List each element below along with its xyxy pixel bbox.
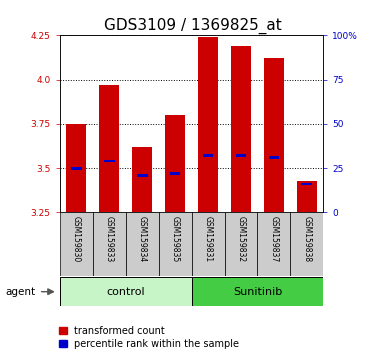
Bar xyxy=(191,277,323,306)
Bar xyxy=(203,154,213,157)
Legend: transformed count, percentile rank within the sample: transformed count, percentile rank withi… xyxy=(59,326,239,349)
Text: control: control xyxy=(106,287,145,297)
Bar xyxy=(165,115,185,212)
Bar xyxy=(231,46,251,212)
Bar xyxy=(60,277,191,306)
Bar xyxy=(191,212,224,276)
Bar xyxy=(132,147,152,212)
Bar xyxy=(290,212,323,276)
Text: GSM159834: GSM159834 xyxy=(137,216,147,262)
Text: GSM159830: GSM159830 xyxy=(72,216,81,262)
Bar xyxy=(99,85,119,212)
Bar xyxy=(268,156,280,159)
Bar xyxy=(93,212,126,276)
Bar xyxy=(258,212,290,276)
Text: GSM159833: GSM159833 xyxy=(105,216,114,262)
Bar xyxy=(170,172,181,175)
Bar xyxy=(224,212,258,276)
Text: GSM159835: GSM159835 xyxy=(171,216,179,262)
Bar xyxy=(66,124,86,212)
Bar xyxy=(126,212,159,276)
Text: Sunitinib: Sunitinib xyxy=(233,287,282,297)
Text: agent: agent xyxy=(6,287,36,297)
Bar xyxy=(104,160,115,162)
Bar xyxy=(264,58,284,212)
Text: GSM159838: GSM159838 xyxy=(302,216,311,262)
Bar xyxy=(301,183,312,185)
Bar xyxy=(71,167,82,170)
Bar xyxy=(198,37,218,212)
Text: GDS3109 / 1369825_at: GDS3109 / 1369825_at xyxy=(104,18,281,34)
Bar xyxy=(236,154,246,157)
Text: GSM159831: GSM159831 xyxy=(204,216,213,262)
Text: GSM159832: GSM159832 xyxy=(236,216,246,262)
Bar xyxy=(159,212,191,276)
Bar xyxy=(60,212,93,276)
Bar xyxy=(137,174,147,177)
Bar xyxy=(297,181,317,212)
Text: GSM159837: GSM159837 xyxy=(270,216,278,262)
